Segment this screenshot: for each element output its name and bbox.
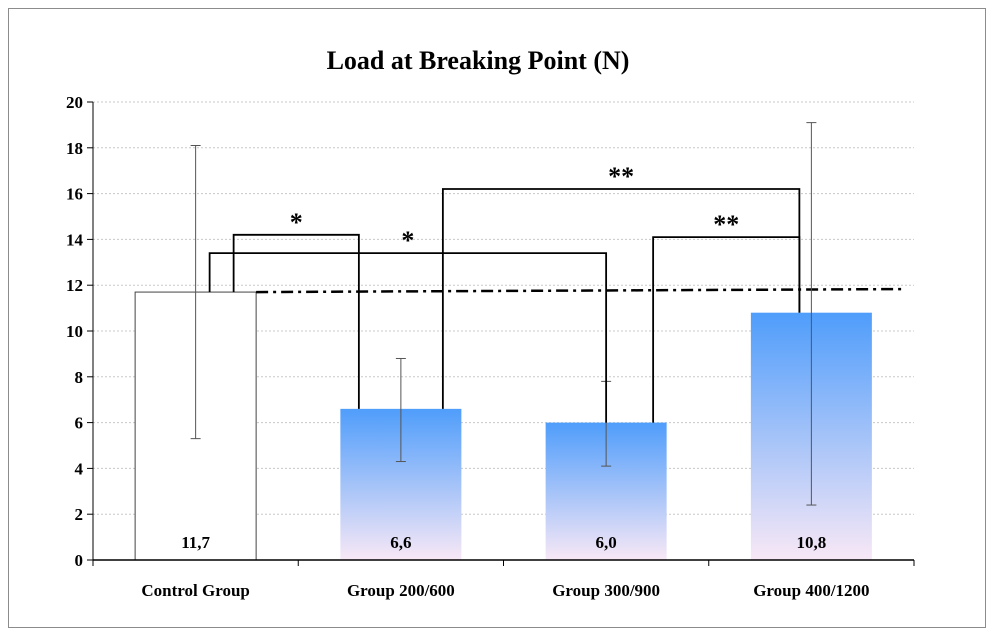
chart-title: Load at Breaking Point (N) (327, 46, 630, 75)
category-label: Control Group (141, 581, 249, 600)
error-bars (190, 122, 817, 506)
chart-frame: Load at Breaking Point (N) 0 2 4 6 8 10 12 14 16… (8, 8, 986, 628)
y-tick-label: 2 (75, 505, 84, 524)
category-label: Group 400/1200 (753, 581, 869, 600)
y-tick-label: 18 (66, 139, 83, 158)
axes (87, 101, 915, 566)
reference-line (256, 287, 905, 294)
reference-line-group (256, 287, 905, 294)
y-tick-label: 14 (66, 230, 84, 249)
y-tick-label: 20 (66, 93, 83, 112)
y-tick-label: 4 (75, 459, 84, 478)
data-label: 6,0 (596, 533, 617, 552)
y-tick-label: 0 (75, 551, 84, 570)
significance-label: * (401, 226, 414, 255)
labels: 0 2 4 6 8 10 12 14 16 18 20 11,7 Control Group 6,6 Gro… (66, 93, 870, 600)
significance-bracket (652, 236, 801, 423)
category-label: Group 200/600 (347, 581, 455, 600)
category-label: Group 300/900 (552, 581, 660, 600)
bar-chart: Load at Breaking Point (N) 0 2 4 6 8 10 12 14 16… (66, 46, 915, 600)
y-tick-label: 6 (75, 414, 84, 433)
data-label: 10,8 (797, 533, 827, 552)
bars (134, 291, 872, 561)
significance-brackets (208, 188, 801, 423)
data-label: 6,6 (390, 533, 411, 552)
y-tick-label: 12 (66, 276, 83, 295)
significance-label: ** (608, 162, 634, 191)
significance-label: * (290, 208, 303, 237)
y-tick-label: 8 (75, 368, 84, 387)
significance-bracket (232, 233, 360, 409)
significance-bracket (441, 188, 801, 409)
data-label: 11,7 (181, 533, 210, 552)
significance-label: ** (713, 210, 739, 239)
y-tick-label: 10 (66, 322, 83, 341)
significance-bracket (208, 252, 608, 423)
y-tick-label: 16 (66, 185, 83, 204)
